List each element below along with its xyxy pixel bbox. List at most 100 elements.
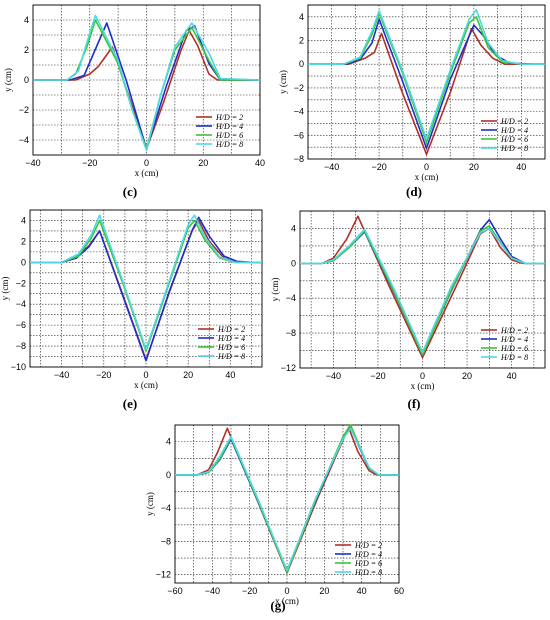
- x-axis-label: x (cm): [134, 380, 158, 390]
- y-tick-label: 2: [21, 236, 26, 246]
- x-axis-label: x (cm): [135, 168, 159, 178]
- x-tick-label: 0: [284, 586, 289, 596]
- legend-entry: H/D = 8: [354, 568, 382, 577]
- legend-entry: H/D = 4: [354, 550, 382, 559]
- legend-entry: H/D = 2: [215, 113, 243, 122]
- legend-entry: H/D = 4: [215, 122, 243, 131]
- y-tick-label: 4: [166, 437, 171, 447]
- legend-entry: H/D = 6: [217, 343, 245, 352]
- series-line: [33, 14, 261, 152]
- legend-entry: H/D = 2: [217, 325, 245, 334]
- y-tick-label: 0: [166, 470, 171, 480]
- y-axis-label: y (cm): [278, 70, 288, 94]
- series-line: [30, 214, 262, 351]
- y-tick-label: −2: [294, 83, 304, 93]
- x-tick-label: 20: [469, 162, 479, 172]
- x-tick-label: −20: [96, 370, 111, 380]
- legend-entry: H/D = 4: [217, 334, 245, 343]
- y-tick-label: −4: [294, 107, 304, 117]
- x-tick-label: −20: [82, 158, 97, 168]
- x-tick-label: 40: [255, 158, 265, 168]
- series-line: [308, 8, 545, 140]
- y-tick-label: −6: [294, 130, 304, 140]
- y-tick-label: −4: [19, 135, 29, 145]
- x-tick-label: −40: [25, 158, 40, 168]
- panel-label: (g): [270, 598, 285, 613]
- x-tick-label: −40: [324, 162, 339, 172]
- y-axis-label: y (cm): [0, 277, 10, 301]
- legend-entry: H/D = 2: [500, 326, 528, 335]
- x-tick-label: 0: [143, 370, 148, 380]
- series-line: [175, 427, 399, 572]
- x-tick-label: 60: [394, 586, 404, 596]
- y-tick-label: 0: [291, 258, 296, 268]
- y-axis-label: y (cm): [3, 68, 13, 92]
- panel-label: (f): [408, 396, 421, 411]
- x-tick-label: −20: [370, 371, 385, 381]
- plot-frame: [299, 210, 546, 369]
- y-tick-label: −4: [286, 293, 296, 303]
- plot-frame: [174, 424, 400, 584]
- x-axis-label: x (cm): [411, 381, 435, 391]
- y-tick-label: 0: [24, 75, 29, 85]
- legend-entry: H/D = 6: [500, 135, 528, 144]
- y-tick-label: −2: [16, 278, 26, 288]
- y-tick-label: −8: [16, 341, 26, 351]
- x-tick-label: −20: [242, 586, 257, 596]
- legend-entry: H/D = 2: [500, 117, 528, 126]
- legend-entry: H/D = 8: [217, 352, 245, 361]
- legend-entry: H/D = 6: [500, 344, 528, 353]
- series-line: [33, 29, 260, 150]
- legend-entry: H/D = 6: [354, 559, 382, 568]
- legend-entry: H/D = 4: [500, 126, 528, 135]
- x-tick-label: 40: [516, 162, 526, 172]
- x-tick-label: 40: [507, 371, 517, 381]
- legend-entry: H/D = 2: [354, 541, 382, 550]
- x-tick-label: 0: [144, 158, 149, 168]
- legend-entry: H/D = 8: [215, 140, 243, 149]
- x-tick-label: 20: [462, 371, 472, 381]
- x-tick-label: 20: [183, 370, 193, 380]
- y-tick-label: −12: [156, 570, 171, 580]
- y-tick-label: 0: [21, 257, 26, 267]
- x-tick-label: 0: [420, 371, 425, 381]
- x-axis-label: x (cm): [275, 596, 299, 606]
- panel-label: (e): [123, 396, 137, 411]
- y-tick-label: 2: [24, 45, 29, 55]
- series-line: [300, 215, 545, 359]
- x-axis-label: x (cm): [415, 172, 439, 182]
- plot-frame: [307, 4, 546, 160]
- y-tick-label: −6: [16, 320, 26, 330]
- panel-label: (c): [123, 184, 137, 199]
- y-axis-label: y (cm): [270, 278, 280, 302]
- y-tick-label: 4: [299, 12, 304, 22]
- y-axis-label: y (cm): [145, 492, 155, 516]
- y-tick-label: −4: [16, 299, 26, 309]
- y-tick-label: −8: [286, 328, 296, 338]
- x-tick-label: −40: [205, 586, 220, 596]
- y-tick-label: −2: [19, 105, 29, 115]
- series-line: [300, 227, 545, 354]
- y-tick-label: 4: [24, 15, 29, 25]
- y-tick-label: −8: [161, 536, 171, 546]
- x-tick-label: 40: [357, 586, 367, 596]
- panel-label: (d): [406, 184, 422, 199]
- y-tick-label: −10: [11, 362, 26, 372]
- y-tick-label: −4: [161, 503, 171, 513]
- y-tick-label: 0: [299, 59, 304, 69]
- y-tick-label: 2: [299, 36, 304, 46]
- legend-entry: H/D = 4: [500, 335, 528, 344]
- y-tick-label: 4: [21, 215, 26, 225]
- y-tick-label: −8: [294, 154, 304, 164]
- x-tick-label: 40: [225, 370, 235, 380]
- y-tick-label: 4: [291, 223, 296, 233]
- legend-entry: H/D = 6: [215, 131, 243, 140]
- x-tick-label: 20: [198, 158, 208, 168]
- x-tick-label: −40: [54, 370, 69, 380]
- series-line: [308, 27, 545, 156]
